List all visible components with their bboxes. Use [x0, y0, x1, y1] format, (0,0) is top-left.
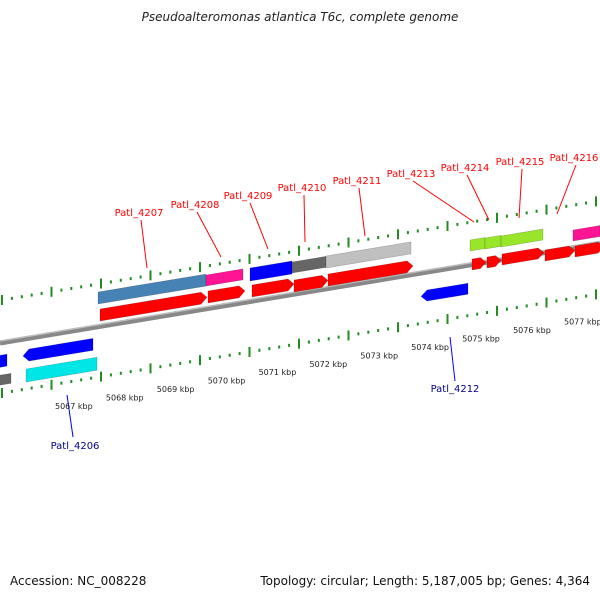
gene-arrow-forward: [327, 260, 414, 287]
gene-label: Patl_4209: [224, 191, 273, 202]
cds-color-box: [500, 228, 544, 248]
gene-arrow-forward: [207, 285, 246, 304]
gene-label-leader: [358, 187, 366, 237]
gene-label-leader: [66, 394, 74, 438]
gene-label: Patl_4214: [441, 163, 490, 174]
scale-label: 5074 kbp: [411, 343, 449, 352]
cds-color-box: [0, 372, 12, 386]
scale-label: 5070 kbp: [208, 377, 246, 386]
gene-label-leader: [466, 174, 490, 221]
gene-label: Patl_4215: [496, 157, 545, 168]
gene-label-leader: [249, 202, 269, 250]
gene-arrow-forward: [251, 278, 295, 298]
scale-labels: 5067 kbp 5068 kbp 5069 kbp 5070 kbp 5071 kbp…: [55, 318, 600, 411]
gene-labels: Patl_4207 Patl_4208 Patl_4209 Patl_4210 Patl…: [51, 153, 599, 452]
accession-text: Accession: NC_008228: [10, 574, 147, 588]
gene-label-leader: [518, 168, 523, 219]
gene-arrow-reverse: [0, 353, 8, 368]
gene-label: Patl_4207: [115, 208, 164, 219]
gene-arrow-forward: [574, 241, 600, 258]
scale-label: 5072 kbp: [310, 360, 348, 369]
gene-label-leader: [556, 164, 577, 215]
gene-arrow-forward: [99, 291, 208, 322]
gene-arrow-reverse: [22, 338, 94, 362]
gene-label: Patl_4211: [333, 176, 382, 187]
cds-color-box: [484, 234, 502, 250]
cds-color-box: [25, 356, 98, 383]
gene-label: Patl_4213: [387, 169, 436, 180]
cds-color-box: [572, 225, 600, 242]
scale-label: 5076 kbp: [513, 326, 551, 335]
gene-arrow-forward: [293, 275, 329, 293]
gene-label: Patl_4210: [278, 183, 327, 194]
tick-dots: [1, 196, 597, 398]
scale-label: 5067 kbp: [55, 402, 93, 411]
genome-summary-text: Topology: circular; Length: 5,187,005 bp…: [260, 574, 590, 588]
gene-label-leader: [196, 211, 222, 258]
gene-features: [0, 225, 600, 386]
cds-color-box: [249, 260, 293, 282]
gene-label-leader: [412, 180, 475, 223]
gene-label-leader: [140, 219, 148, 269]
cds-color-box: [291, 256, 327, 274]
gene-arrow-reverse: [420, 282, 469, 302]
backbone-highlight: [0, 240, 600, 342]
scale-label: 5071 kbp: [259, 368, 297, 377]
scale-label: 5075 kbp: [462, 334, 500, 343]
cds-color-box: [469, 237, 486, 252]
scale-label: 5069 kbp: [157, 385, 195, 394]
gene-arrow-forward: [501, 247, 545, 266]
gene-label: Patl_4216: [550, 153, 599, 164]
gene-arrow-forward: [486, 255, 502, 269]
gene-label: Patl_4206: [51, 441, 100, 452]
map-title: Pseudoalteromonas atlantica T6c, complet…: [141, 10, 459, 24]
gene-arrow-forward: [544, 245, 576, 262]
gene-arrow-forward: [471, 257, 487, 271]
scale-label: 5077 kbp: [564, 318, 600, 327]
cds-color-box: [325, 241, 412, 269]
gene-label-leader: [449, 336, 456, 382]
gene-label: Patl_4208: [171, 200, 220, 211]
scale-label: 5068 kbp: [106, 394, 144, 403]
cds-color-box: [205, 268, 244, 287]
scale-label: 5073 kbp: [360, 351, 398, 360]
gene-label-leader: [303, 194, 306, 243]
cds-color-box: [97, 273, 207, 305]
gene-label: Patl_4212: [431, 384, 480, 395]
